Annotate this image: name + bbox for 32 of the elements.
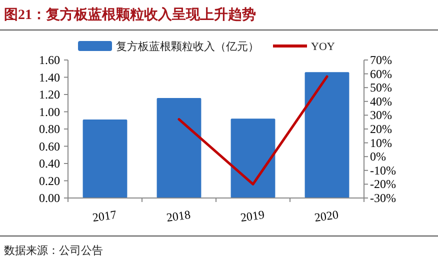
y-tick-label: 1.00	[39, 104, 60, 119]
bar	[230, 118, 276, 198]
bar	[82, 120, 128, 198]
y2-tick-label: 50%	[370, 80, 392, 95]
y-tick-label: 0.20	[39, 174, 60, 188]
y2-tick-label: -30%	[370, 191, 396, 205]
y-tick-label: 1.20	[39, 88, 60, 102]
y-tick-label: 0.40	[39, 156, 60, 170]
x-tick-label: 2017	[92, 207, 118, 225]
bar	[304, 72, 350, 198]
y2-tick-label: 30%	[370, 108, 392, 122]
source-note: 数据来源：公司公告	[4, 244, 103, 257]
y2-tick-label: 20%	[370, 122, 392, 136]
y2-tick-label: 60%	[370, 66, 392, 81]
y2-tick-label: 40%	[370, 94, 392, 108]
x-tick-label: 2019	[240, 207, 266, 225]
x-tick-label: 2020	[314, 207, 340, 225]
x-tick-label: 2018	[166, 207, 192, 225]
y2-tick-label: -20%	[370, 177, 396, 192]
y-tick-label: 0.60	[39, 139, 60, 154]
bar	[156, 98, 202, 198]
chart-title: 图21：复方板蓝根颗粒收入呈现上升趋势	[4, 6, 256, 23]
y2-tick-label: 70%	[370, 53, 392, 67]
y-tick-label: 1.40	[39, 70, 60, 84]
y2-tick-label: 10%	[370, 136, 392, 150]
y-tick-label: 0.00	[39, 191, 60, 205]
legend-label: YOY	[311, 41, 335, 53]
y-tick-label: 1.60	[39, 53, 60, 67]
legend-label: 复方板蓝根颗粒收入（亿元）	[116, 40, 259, 53]
y2-tick-label: 0%	[370, 150, 386, 164]
y-tick-label: 0.80	[39, 122, 60, 136]
y2-tick-label: -10%	[370, 163, 396, 178]
